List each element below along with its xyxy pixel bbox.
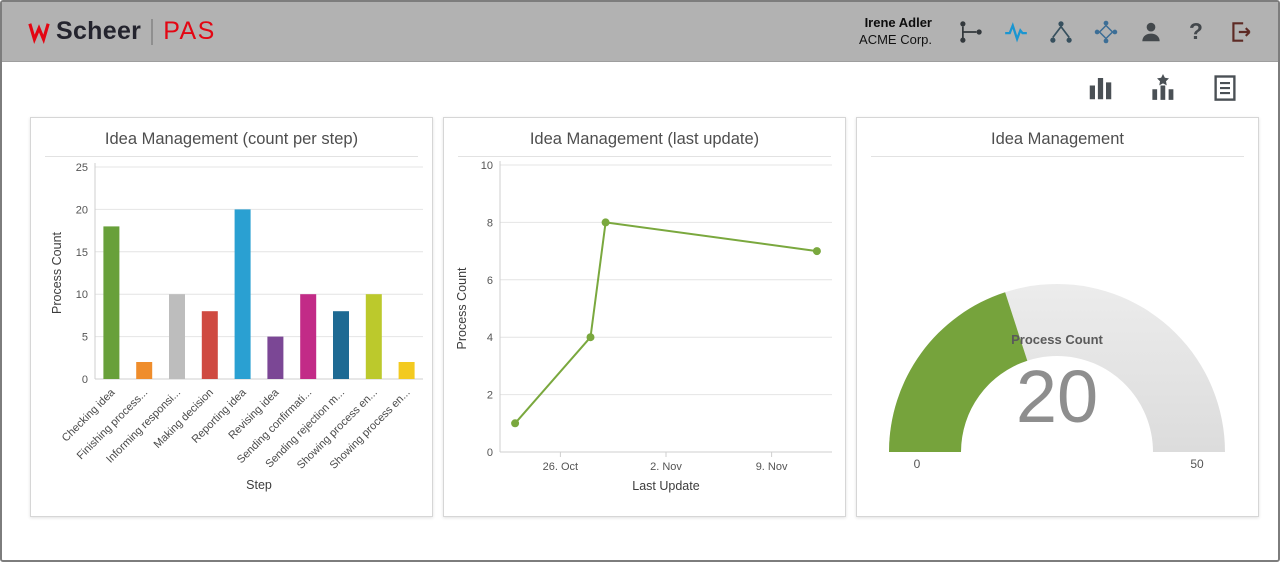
hierarchy-icon — [1050, 20, 1072, 43]
svg-text:Step: Step — [246, 478, 272, 492]
logout-icon-button[interactable] — [1226, 17, 1256, 47]
card-title-count-per-step: Idea Management (count per step) — [104, 130, 359, 148]
favorite-chart-icon — [1152, 74, 1174, 100]
card-last-update: Idea Management (last update) 0 2 4 6 8 10 26.… — [443, 117, 846, 517]
card-gauge: Idea Management Process Count 20 0 50 — [856, 117, 1259, 517]
user-company: ACME Corp. — [859, 31, 932, 47]
svg-text:Last Update: Last Update — [632, 479, 699, 493]
svg-text:10: 10 — [76, 289, 88, 301]
svg-text:8: 8 — [487, 217, 493, 229]
svg-text:Process Count: Process Count — [1011, 332, 1103, 347]
svg-text:4: 4 — [487, 332, 493, 344]
help-icon-button[interactable]: ? — [1181, 17, 1211, 47]
svg-text:9. Nov: 9. Nov — [756, 461, 788, 473]
process-designer-icon — [960, 20, 982, 43]
user-icon — [1142, 22, 1160, 41]
monitoring-pulse-icon-button[interactable] — [1001, 17, 1031, 47]
network-icon-button[interactable] — [1091, 17, 1121, 47]
card-title-gauge: Idea Management — [990, 130, 1124, 148]
svg-text:50: 50 — [1190, 457, 1204, 471]
svg-text:10: 10 — [481, 160, 493, 172]
card-divider — [45, 156, 418, 157]
svg-text:20: 20 — [76, 204, 88, 216]
column-chart-icon — [1089, 78, 1112, 100]
svg-text:15: 15 — [76, 247, 88, 259]
network-icon — [1094, 20, 1118, 43]
user-info: Irene Adler ACME Corp. — [859, 15, 932, 49]
hierarchy-icon-button[interactable] — [1046, 17, 1076, 47]
svg-text:Making decision: Making decision — [152, 387, 216, 451]
svg-text:0: 0 — [487, 447, 493, 459]
svg-text:?: ? — [1189, 19, 1203, 44]
logo-product-text: PAS — [163, 17, 216, 45]
dashboard-toolbar — [2, 62, 1278, 114]
monitoring-pulse-icon — [1005, 21, 1027, 43]
report-list-icon — [1214, 75, 1236, 101]
process-designer-icon-button[interactable] — [956, 17, 986, 47]
svg-text:25: 25 — [76, 162, 88, 174]
header-icon-group: ? — [956, 17, 1256, 47]
line-chart-canvas: 0 2 4 6 8 10 26. Oct 2. Nov 9. Nov Process Count L… — [444, 157, 845, 508]
column-chart-icon-button[interactable] — [1084, 71, 1118, 105]
report-list-icon-button[interactable] — [1208, 71, 1242, 105]
svg-text:5: 5 — [82, 332, 88, 344]
user-name: Irene Adler — [864, 14, 932, 30]
svg-text:Process Count: Process Count — [455, 267, 469, 350]
svg-text:26. Oct: 26. Oct — [543, 461, 578, 473]
svg-text:6: 6 — [487, 275, 493, 287]
bar-chart-canvas: 0 5 10 15 20 25 Checking idea Finishing process… — [31, 157, 432, 508]
gauge-chart-svg: Process Count 20 0 50 — [889, 284, 1225, 471]
card-count-per-step: Idea Management (count per step) 0 5 10 15 2… — [30, 117, 433, 517]
svg-text:Process Count: Process Count — [50, 231, 64, 314]
card-divider — [458, 156, 831, 157]
line-chart-svg: 0 2 4 6 8 10 26. Oct 2. Nov 9. Nov Process Count L… — [455, 160, 832, 493]
dashboard-content: Idea Management (count per step) 0 5 10 15 2… — [2, 114, 1278, 560]
header-right: Irene Adler ACME Corp. ? — [859, 15, 1256, 49]
svg-text:0: 0 — [82, 374, 88, 386]
card-title-last-update: Idea Management (last update) — [529, 130, 760, 148]
scheer-pas-logo[interactable]: Scheer PAS — [28, 17, 216, 46]
logo-separator — [151, 18, 154, 45]
header: Scheer PAS Irene Adler ACME Corp. ? — [2, 2, 1278, 62]
favorite-chart-icon-button[interactable] — [1146, 71, 1180, 105]
logo-brand-text: Scheer — [56, 17, 142, 45]
scheer-logo-icon — [28, 22, 50, 44]
user-icon-button[interactable] — [1136, 17, 1166, 47]
gauge-chart-canvas: Process Count 20 0 50 — [857, 157, 1258, 508]
logout-icon — [1232, 21, 1251, 42]
svg-text:20: 20 — [1016, 355, 1098, 438]
help-icon: ? — [1189, 19, 1203, 44]
card-divider — [871, 156, 1244, 157]
svg-text:2. Nov: 2. Nov — [650, 461, 682, 473]
svg-text:0: 0 — [914, 457, 921, 471]
svg-text:2: 2 — [487, 390, 493, 402]
